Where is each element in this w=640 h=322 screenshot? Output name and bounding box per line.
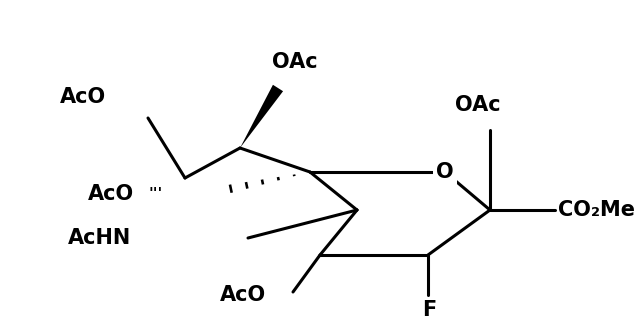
Text: O: O [436, 162, 454, 182]
Text: CO₂Me: CO₂Me [558, 200, 635, 220]
Text: AcO: AcO [88, 184, 134, 204]
Polygon shape [240, 85, 283, 148]
Text: AcO: AcO [220, 285, 266, 305]
Text: AcHN: AcHN [68, 228, 131, 248]
Text: AcO: AcO [60, 87, 106, 107]
Text: ''': ''' [148, 186, 163, 202]
Text: OAc: OAc [272, 52, 317, 72]
Text: OAc: OAc [455, 95, 500, 115]
Text: F: F [422, 300, 436, 320]
